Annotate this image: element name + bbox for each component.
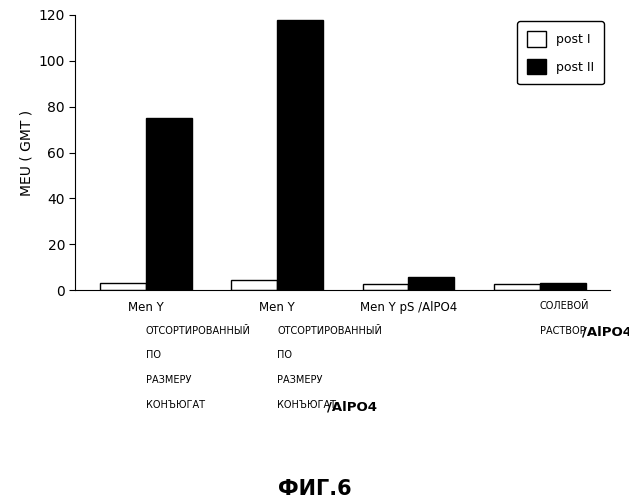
Text: КОНЪЮГАТ: КОНЪЮГАТ (277, 400, 339, 410)
Text: ПО: ПО (146, 350, 161, 360)
Text: ОТСОРТИРОВАННЫЙ: ОТСОРТИРОВАННЫЙ (277, 326, 382, 336)
Text: Men Y pS /AlPO4: Men Y pS /AlPO4 (360, 301, 457, 314)
Bar (231, 280, 277, 290)
Text: РАСТВОР: РАСТВОР (540, 326, 586, 336)
Text: ФИГ.6: ФИГ.6 (277, 479, 352, 499)
Text: РАЗМЕРУ: РАЗМЕРУ (146, 375, 191, 386)
Text: ПО: ПО (277, 350, 292, 360)
Text: /AlPO4: /AlPO4 (582, 326, 629, 339)
Y-axis label: MEU ( GMT ): MEU ( GMT ) (19, 110, 33, 196)
Text: КОНЪЮГАТ: КОНЪЮГАТ (146, 400, 205, 410)
Text: Men Y: Men Y (259, 301, 295, 314)
Bar (494, 284, 540, 290)
Text: ОТСОРТИРОВАННЫЙ: ОТСОРТИРОВАННЫЙ (146, 326, 250, 336)
Bar (362, 284, 408, 290)
Text: СОЛЕВОЙ: СОЛЕВОЙ (540, 301, 589, 311)
Text: Men Y: Men Y (128, 301, 164, 314)
Bar (540, 283, 586, 290)
Bar (408, 278, 455, 290)
Bar (100, 283, 146, 290)
Legend: post I, post II: post I, post II (517, 21, 604, 84)
Text: /AlPO4: /AlPO4 (327, 400, 377, 413)
Bar (146, 118, 192, 290)
Text: РАЗМЕРУ: РАЗМЕРУ (277, 375, 323, 386)
Bar (277, 20, 323, 290)
